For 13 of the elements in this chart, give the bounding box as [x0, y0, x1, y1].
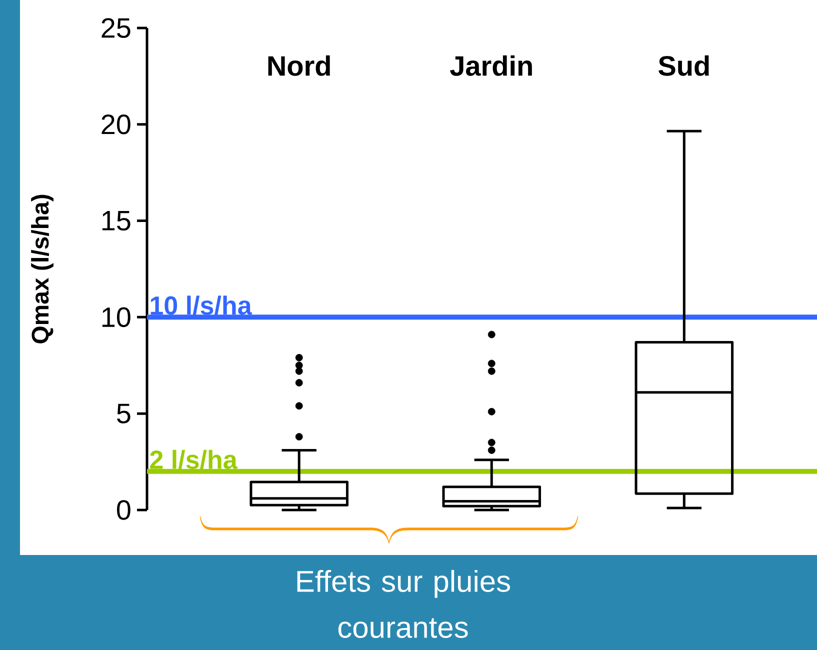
y-tick-label: 15 [102, 211, 130, 231]
y-tick-label: 25 [102, 18, 130, 38]
text: Effets sur pluies courantes [297, 570, 510, 638]
x-tick-label: Sud [658, 55, 709, 76]
x-tick-label: Nord [268, 55, 330, 76]
ref-line-label: 2 l/s/ha [150, 450, 238, 470]
y-tick-label: 5 [117, 404, 130, 424]
y-tick-label: 20 [102, 114, 130, 134]
y-tick-label: 10 [102, 307, 130, 328]
y-tick-label: 0 [116, 500, 130, 520]
ref-line-label: 10 l/s/ha [150, 296, 252, 315]
y-axis-title: Qmax (l/s/ha) [31, 194, 54, 344]
x-tick-label: Jardin [450, 55, 532, 76]
